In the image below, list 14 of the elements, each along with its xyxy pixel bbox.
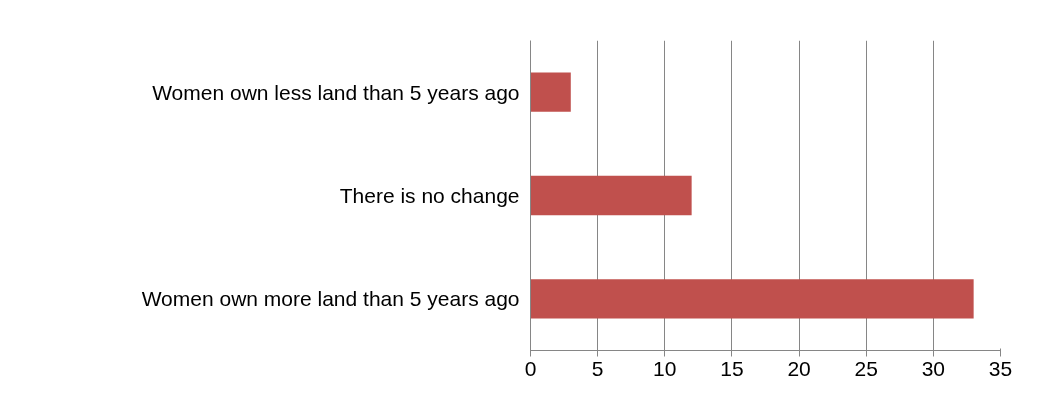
x-tick-label: 35 [988, 356, 1013, 380]
bar [530, 279, 974, 319]
bar [530, 175, 692, 216]
x-tick-label: 5 [591, 356, 604, 380]
x-tick-label: 25 [854, 356, 878, 380]
bar [530, 72, 571, 112]
y-tick-label: Women own less land than 5 years ago [152, 80, 520, 104]
x-tick-label: 15 [720, 356, 744, 380]
x-tick-label: 10 [653, 356, 677, 380]
y-tick-label: There is no change [339, 184, 520, 207]
x-tick-label: 0 [524, 356, 537, 380]
x-tick-label: 20 [787, 356, 811, 380]
x-tick-label: 30 [921, 356, 946, 380]
y-tick-label: Women own more land than 5 years ago [141, 287, 520, 311]
